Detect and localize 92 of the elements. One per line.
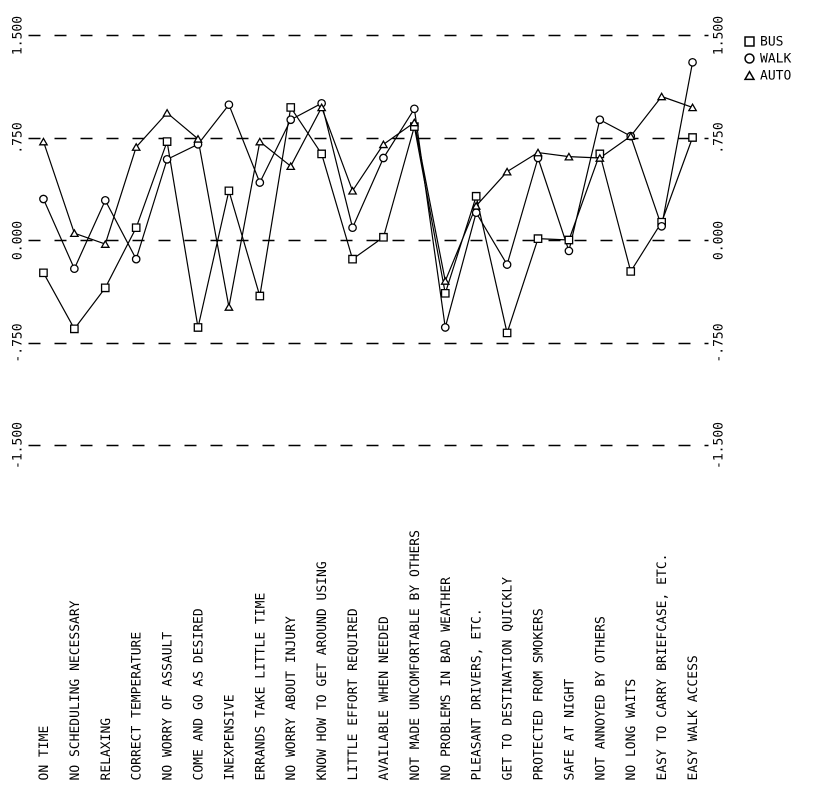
point (348, 223, 357, 232)
point (255, 292, 264, 300)
point (224, 100, 234, 110)
point (502, 328, 512, 338)
x-tick-label: NOT MADE UNCOMFORTABLE BY OTHERS (408, 530, 423, 780)
point (410, 118, 419, 126)
point (286, 115, 296, 124)
point (440, 288, 450, 298)
x-tick-label: NO WORRY OF ASSAULT (160, 632, 176, 780)
point (348, 254, 357, 264)
point (657, 222, 666, 231)
point (657, 92, 666, 100)
point (348, 186, 357, 195)
point (595, 115, 604, 124)
point (224, 186, 234, 196)
point (70, 324, 79, 334)
point (379, 232, 388, 242)
point (410, 104, 419, 114)
x-tick-label: SAFE AT NIGHT (562, 678, 578, 780)
point (440, 277, 450, 285)
point (39, 138, 48, 146)
point (100, 240, 110, 248)
point (379, 140, 388, 148)
point (162, 155, 172, 164)
legend-label: BUS (760, 34, 784, 50)
point (286, 162, 296, 170)
point (132, 223, 141, 232)
y-tick-label: 0.000 (10, 220, 26, 260)
point (70, 264, 79, 274)
point (132, 254, 141, 264)
x-tick-label: ERRANDS TAKE LITTLE TIME (253, 592, 268, 780)
x-tick-label: ON TIME (36, 726, 52, 780)
y-tick-label: .750 (10, 122, 26, 154)
x-tick-label: NO LONG WAITS (624, 678, 640, 780)
x-tick-label: COME AND GO AS DESIRED (192, 608, 206, 780)
point (688, 58, 697, 67)
x-tick-label: EASY TO CARRY BRIEFCASE, ETC. (655, 554, 670, 780)
point (564, 236, 574, 244)
point (472, 192, 481, 201)
x-tick-label: NOT ANNOYED BY OTHERS (593, 616, 608, 780)
x-tick-label: LITTLE EFFORT REQUIRED (346, 608, 362, 780)
x-tick-label: AVAILABLE WHEN NEEDED (376, 616, 392, 780)
x-tick-label: NO PROBLEMS IN BAD WEATHER (438, 576, 454, 780)
point (100, 196, 110, 205)
point (162, 137, 172, 146)
point (132, 143, 141, 151)
x-tick-label: NO WORRY ABOUT INJURY (284, 616, 300, 780)
x-tick-label: INEXPENSIVE (222, 694, 238, 780)
point (626, 267, 636, 276)
point (440, 323, 450, 332)
point (255, 138, 264, 146)
point (194, 323, 202, 332)
point (162, 109, 172, 117)
point (39, 268, 48, 278)
point (595, 154, 604, 162)
legend-label: AUTO (760, 68, 792, 84)
point (70, 229, 79, 238)
y2-tick-label: -1.500 (712, 422, 726, 469)
x-tick-label: RELAXING (98, 718, 114, 780)
y2-tick-label: -.750 (712, 323, 726, 363)
point (317, 150, 326, 158)
point (688, 133, 697, 142)
point (255, 178, 264, 187)
point (564, 246, 574, 256)
point (39, 194, 48, 204)
point (379, 154, 388, 162)
point (564, 152, 574, 160)
point (502, 260, 512, 269)
x-tick-label: PROTECTED FROM SMOKERS (532, 608, 546, 780)
x-tick-label: EASY WALK ACCESS (686, 655, 702, 780)
y2-tick-label: 1.500 (712, 16, 726, 56)
x-tick-label: PLEASANT DRIVERS, ETC. (470, 608, 485, 780)
point (224, 303, 234, 311)
point (286, 103, 296, 112)
point (502, 168, 512, 176)
x-tick-label: GET TO DESTINATION QUICKLY (500, 576, 516, 780)
y-tick-label: 1.500 (10, 16, 26, 56)
point (100, 283, 110, 292)
point (534, 148, 542, 156)
point (688, 104, 697, 112)
point (194, 135, 202, 143)
x-tick-label: CORRECT TEMPERATURE (130, 632, 145, 780)
legend-label: WALK (760, 52, 792, 66)
y-tick-label: -1.500 (10, 422, 26, 469)
x-tick-label: KNOW HOW TO GET AROUND USING (315, 561, 330, 780)
y2-tick-label: .750 (712, 122, 726, 154)
x-tick-label: NO SCHEDULING NECESSARY (68, 600, 83, 780)
y2-tick-label: 0.000 (712, 220, 726, 260)
point (472, 202, 481, 210)
point (317, 104, 326, 112)
y-tick-label: -.750 (10, 323, 26, 363)
point (534, 234, 542, 243)
